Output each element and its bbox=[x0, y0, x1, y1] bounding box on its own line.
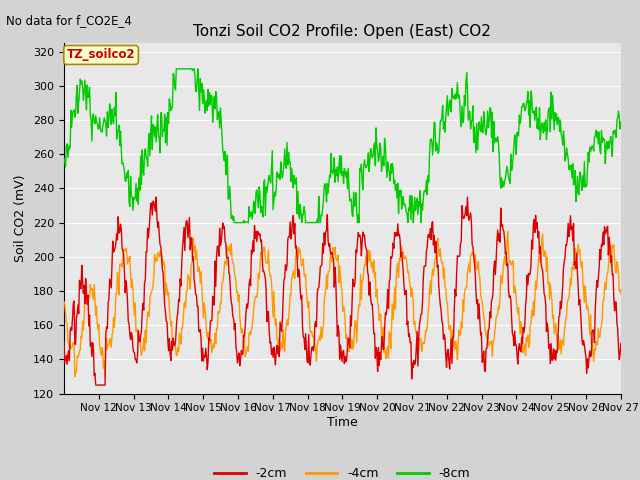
Text: TZ_soilco2: TZ_soilco2 bbox=[67, 48, 136, 61]
Legend: -2cm, -4cm, -8cm: -2cm, -4cm, -8cm bbox=[209, 462, 476, 480]
Text: No data for f_CO2E_4: No data for f_CO2E_4 bbox=[6, 14, 132, 27]
Y-axis label: Soil CO2 (mV): Soil CO2 (mV) bbox=[15, 175, 28, 262]
Title: Tonzi Soil CO2 Profile: Open (East) CO2: Tonzi Soil CO2 Profile: Open (East) CO2 bbox=[193, 24, 492, 39]
X-axis label: Time: Time bbox=[327, 416, 358, 429]
